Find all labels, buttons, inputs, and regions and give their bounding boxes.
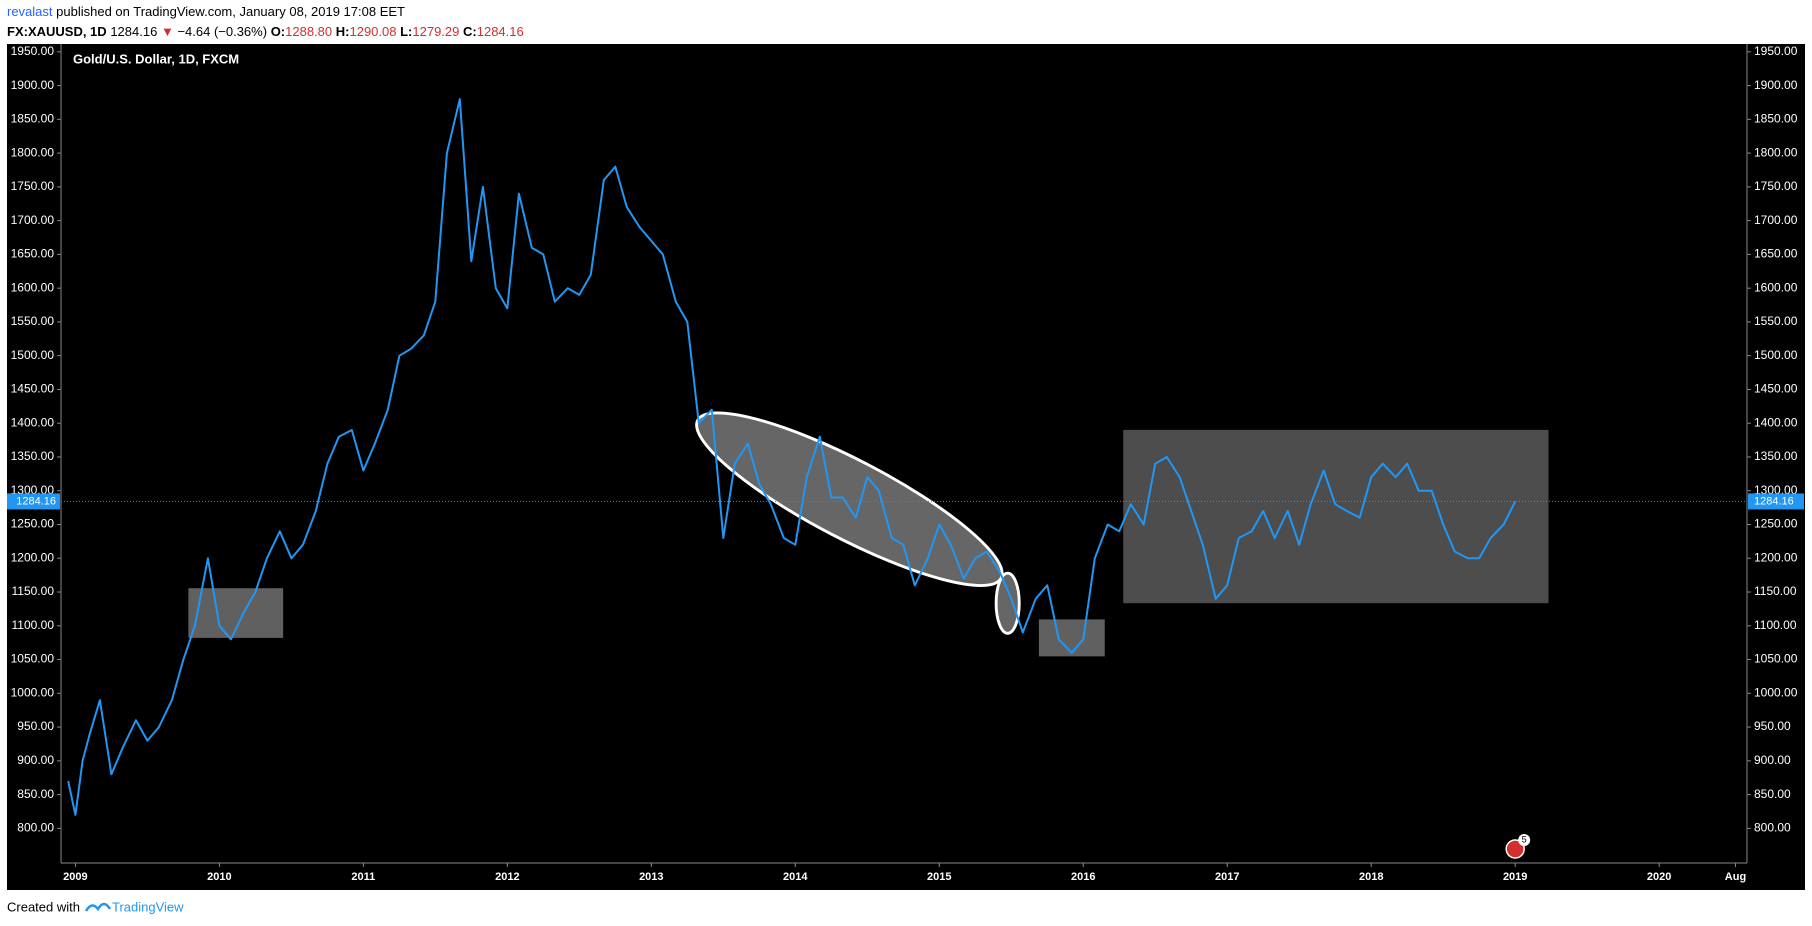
y2-tick-label: 950.00 xyxy=(1754,719,1791,733)
y2-tick-label: 1250.00 xyxy=(1754,517,1798,531)
last-price-box xyxy=(1748,493,1804,510)
y2-tick-label: 850.00 xyxy=(1754,787,1791,801)
y2-tick-label: 1600.00 xyxy=(1754,280,1798,294)
y-tick-label: 1700.00 xyxy=(11,213,55,227)
y-tick-label: 1600.00 xyxy=(11,280,55,294)
y2-tick-label: 1500.00 xyxy=(1754,348,1798,362)
y2-tick-label: 1400.00 xyxy=(1754,415,1798,429)
y-tick-label: 1550.00 xyxy=(11,314,55,328)
y2-tick-label: 1900.00 xyxy=(1754,78,1798,92)
last-price-box xyxy=(7,493,60,510)
author[interactable]: revalast xyxy=(7,4,53,19)
change: −4.64 (−0.36%) xyxy=(177,24,267,39)
y-tick-label: 1850.00 xyxy=(11,112,55,126)
h: 1290.08 xyxy=(349,24,396,39)
y2-tick-label: 1650.00 xyxy=(1754,247,1798,261)
c: 1284.16 xyxy=(477,24,524,39)
footer-created: Created with xyxy=(7,899,80,914)
y2-tick-label: 1000.00 xyxy=(1754,685,1798,699)
y2-tick-label: 1050.00 xyxy=(1754,652,1798,666)
y-tick-label: 1050.00 xyxy=(11,652,55,666)
l: 1279.29 xyxy=(412,24,459,39)
l-label: L: xyxy=(400,24,412,39)
range-box xyxy=(1038,619,1105,657)
x-tick-label: 2014 xyxy=(783,871,808,883)
header-line-2: FX:XAUUSD, 1D 1284.16 ▼ −4.64 (−0.36%) O… xyxy=(7,24,524,39)
x-tick-label: 2011 xyxy=(351,871,375,883)
event-badge xyxy=(1518,834,1531,846)
symbol: FX:XAUUSD, 1D xyxy=(7,24,107,39)
event-icon xyxy=(1505,839,1525,859)
range-box xyxy=(1123,429,1549,604)
y-tick-label: 1650.00 xyxy=(11,247,55,261)
x-tick-label: 2018 xyxy=(1359,871,1383,883)
h-label: H: xyxy=(336,24,350,39)
y2-tick-label: 1100.00 xyxy=(1754,618,1797,632)
y2-tick-label: 1150.00 xyxy=(1754,584,1797,598)
chart-title: Gold/U.S. Dollar, 1D, FXCM xyxy=(73,51,239,66)
y2-tick-label: 1450.00 xyxy=(1754,382,1798,396)
plot: 800.00 800.00 850.00 850.00 900.00 900.00 950.… xyxy=(11,44,1798,883)
price-line xyxy=(67,98,1517,816)
y-tick-label: 1000.00 xyxy=(11,685,55,699)
y-tick-label: 1900.00 xyxy=(11,78,55,92)
y-tick-label: 1800.00 xyxy=(11,145,55,159)
x-tick-label: 2010 xyxy=(207,871,231,883)
close: 1284.16 xyxy=(110,24,157,39)
x-tick-label: 2009 xyxy=(63,871,87,883)
y2-tick-label: 1350.00 xyxy=(1754,449,1798,463)
header-line-1: revalast published on TradingView.com, J… xyxy=(7,4,405,19)
x-tick-label: 2017 xyxy=(1215,871,1239,883)
y2-tick-label: 1750.00 xyxy=(1754,179,1798,193)
y-tick-label: 900.00 xyxy=(17,753,54,767)
y-tick-label: 1250.00 xyxy=(11,517,55,531)
y-tick-label: 1200.00 xyxy=(11,550,55,564)
x-tick-label: Aug xyxy=(1725,871,1746,883)
last-price-label: 1284.16 xyxy=(1754,495,1794,507)
y2-tick-label: 1300.00 xyxy=(1754,483,1798,497)
x-tick-label: 2019 xyxy=(1503,871,1527,883)
y-tick-label: 1100.00 xyxy=(12,618,55,632)
ellipse-highlight xyxy=(994,571,1021,635)
c-label: C: xyxy=(463,24,477,39)
x-tick-label: 2016 xyxy=(1071,871,1095,883)
y-tick-label: 1450.00 xyxy=(11,382,55,396)
arrow: ▼ xyxy=(161,24,174,39)
footer-brand[interactable]: TradingView xyxy=(112,899,184,914)
y-tick-label: 1500.00 xyxy=(11,348,55,362)
last-price-label: 1284.16 xyxy=(16,495,56,507)
y-tick-label: 1350.00 xyxy=(11,449,55,463)
y2-tick-label: 1700.00 xyxy=(1754,213,1798,227)
y2-tick-label: 900.00 xyxy=(1754,753,1791,767)
y-tick-label: 850.00 xyxy=(17,787,54,801)
y2-tick-label: 800.00 xyxy=(1754,821,1791,835)
y-tick-label: 1150.00 xyxy=(12,584,55,598)
y-tick-label: 1400.00 xyxy=(11,415,55,429)
y2-tick-label: 1200.00 xyxy=(1754,550,1798,564)
y-tick-label: 1750.00 xyxy=(11,179,55,193)
y2-tick-label: 1850.00 xyxy=(1754,112,1798,126)
o-label: O: xyxy=(271,24,285,39)
y-tick-label: 800.00 xyxy=(17,821,54,835)
y2-tick-label: 1550.00 xyxy=(1754,314,1798,328)
x-tick-label: 2012 xyxy=(495,871,519,883)
event-badge-text: 5 xyxy=(1522,834,1527,844)
o: 1288.80 xyxy=(285,24,332,39)
brand-logo xyxy=(84,902,112,912)
series-layer: 1284.16 1284.16 5 xyxy=(7,98,1804,859)
x-tick-label: 2015 xyxy=(927,871,951,883)
y2-tick-label: 1800.00 xyxy=(1754,145,1798,159)
published: published on TradingView.com, January 08… xyxy=(56,4,405,19)
x-tick-label: 2020 xyxy=(1647,871,1671,883)
y-tick-label: 950.00 xyxy=(17,719,54,733)
y-tick-label: 1300.00 xyxy=(11,483,55,497)
y-tick-label: 1950.00 xyxy=(11,44,55,58)
y2-tick-label: 1950.00 xyxy=(1754,44,1798,58)
x-tick-label: 2013 xyxy=(639,871,663,883)
